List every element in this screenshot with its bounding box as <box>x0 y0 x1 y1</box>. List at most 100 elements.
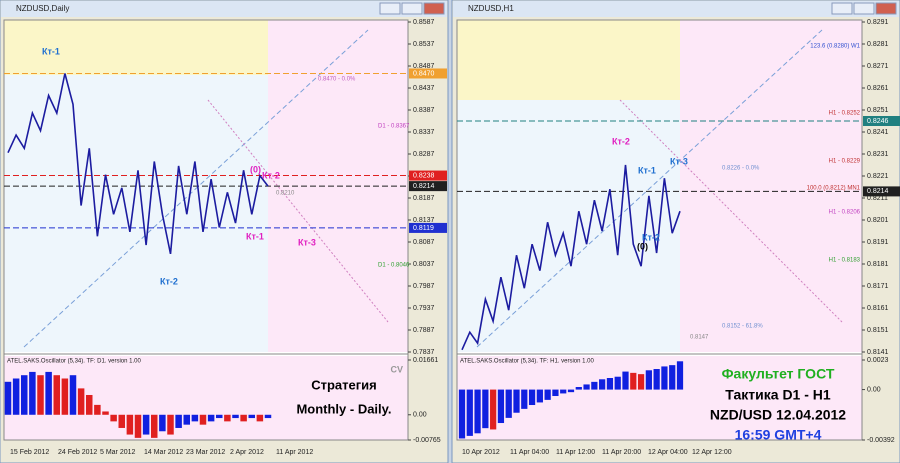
level-note: D1 - 0.8367 <box>378 124 410 130</box>
y-tick-label: 0.00 <box>867 386 881 393</box>
wave-label: Кт-2 <box>642 232 660 242</box>
fib-line <box>619 99 843 323</box>
osc-bar <box>637 374 645 390</box>
y-tick-label: 0.8191 <box>867 239 889 246</box>
osc-bar <box>497 389 505 424</box>
window-button[interactable] <box>401 2 423 15</box>
y-tick-label: 0.8211 <box>867 195 888 202</box>
osc-bar <box>575 387 582 390</box>
osc-bar <box>505 389 512 418</box>
level-label: 0.8119 <box>413 225 434 232</box>
osc-bar <box>240 414 247 422</box>
y-tick-label: 0.8537 <box>413 41 435 48</box>
window-button[interactable] <box>379 2 401 15</box>
price-line <box>461 164 681 351</box>
osc-bar <box>102 411 109 415</box>
osc-bar <box>466 389 473 436</box>
y-tick-label: 0.8151 <box>867 327 889 334</box>
osc-bar <box>676 361 684 390</box>
zone-blue <box>457 100 680 352</box>
osc-bar <box>77 388 85 415</box>
osc-bar <box>513 389 520 413</box>
osc-bar <box>614 376 621 390</box>
level-label: 0.8246 <box>867 118 889 125</box>
zone-pink <box>680 20 862 352</box>
window-button[interactable] <box>853 2 875 15</box>
y-tick-label: 0.7987 <box>413 283 435 290</box>
osc-bar <box>264 414 272 419</box>
fib-line <box>23 29 369 348</box>
osc-bar <box>126 414 134 435</box>
osc-bar <box>134 414 142 438</box>
level-note: 0.8210 <box>276 191 295 197</box>
overlay-text: CV <box>390 364 403 374</box>
window-button[interactable] <box>423 2 445 15</box>
y-tick-label: 0.7887 <box>413 327 435 334</box>
y-tick-label: 0.01661 <box>413 357 438 364</box>
wave-label: Кт-1 <box>246 231 264 241</box>
y-tick-label: 0.8171 <box>867 283 889 290</box>
osc-bar <box>521 389 528 409</box>
title-bar <box>453 1 899 17</box>
level-label: 0.8214 <box>867 188 889 195</box>
osc-bar <box>583 384 590 390</box>
y-tick-label: 0.8587 <box>413 19 435 26</box>
overlay-text: Тактика D1 - H1 <box>725 387 831 403</box>
x-tick-label: 12 Apr 04:00 <box>648 449 688 456</box>
x-tick-label: 24 Feb 2012 <box>58 449 97 456</box>
x-tick-label: 14 Mar 2012 <box>144 449 183 456</box>
osc-bar <box>151 414 158 438</box>
y-tick-label: 0.8437 <box>413 85 435 92</box>
x-tick-label: 23 Mar 2012 <box>186 449 225 456</box>
y-tick-label: 0.8221 <box>867 173 889 180</box>
level-note: 0.8226 - 0.0% <box>722 166 760 172</box>
osc-bar <box>560 389 567 394</box>
level-box <box>409 170 447 181</box>
window-title: NZDUSD,H1 <box>468 4 514 13</box>
wave-label: (0) <box>250 164 261 174</box>
osc-bar <box>474 389 481 434</box>
osc-bar <box>256 414 264 422</box>
y-tick-label: 0.8271 <box>867 63 889 70</box>
x-tick-label: 12 Apr 12:00 <box>692 449 732 456</box>
window-button[interactable] <box>831 2 853 15</box>
osc-bar <box>45 371 52 415</box>
level-note: 0.8152 - 61.8% <box>722 324 763 330</box>
window-button[interactable] <box>875 2 897 15</box>
osc-bar <box>199 414 207 425</box>
y-tick-label: 0.8251 <box>867 107 889 114</box>
plot-border <box>456 19 863 441</box>
osc-bar <box>53 375 60 415</box>
level-note: 0.8470 - 0.0% <box>318 77 356 83</box>
overlay-text: Monthly - Daily. <box>296 401 391 416</box>
osc-bar <box>183 414 190 425</box>
price-line <box>7 73 269 255</box>
y-tick-label: 0.8337 <box>413 129 435 136</box>
osc-bar <box>118 414 125 428</box>
y-tick-label: 0.8187 <box>413 195 435 202</box>
zone-yellow <box>457 20 680 100</box>
overlay-text: 16:59 GMT+4 <box>735 427 822 443</box>
level-label: 0.8470 <box>413 70 435 77</box>
osc-bar <box>552 389 559 397</box>
wave-label: Кт-2 <box>612 136 630 146</box>
x-tick-label: 11 Apr 2012 <box>276 449 313 456</box>
osc-bar <box>216 414 223 419</box>
wave-label: Кт-3 <box>670 156 688 166</box>
y-tick-label: 0.8281 <box>867 41 889 48</box>
osc-bar <box>110 414 117 422</box>
y-tick-label: 0.8291 <box>867 19 889 26</box>
x-tick-label: 11 Apr 20:00 <box>602 449 641 456</box>
overlay-text: Стратегия <box>311 377 377 392</box>
osc-title: ATEL.SAKS.Oscillator (5,34). TF: D1. ver… <box>7 359 141 365</box>
y-tick-label: -0.00765 <box>413 437 441 444</box>
y-tick-label: 0.8231 <box>867 151 889 158</box>
osc-bar <box>536 389 543 403</box>
osc-bar <box>29 371 36 415</box>
osc-bar <box>4 381 12 415</box>
level-note: H1 - 0.8206 <box>829 210 861 216</box>
overlay-text: NZD/USD 12.04.2012 <box>710 407 846 423</box>
y-tick-label: 0.0023 <box>867 357 889 364</box>
y-tick-label: 0.7837 <box>413 349 435 356</box>
